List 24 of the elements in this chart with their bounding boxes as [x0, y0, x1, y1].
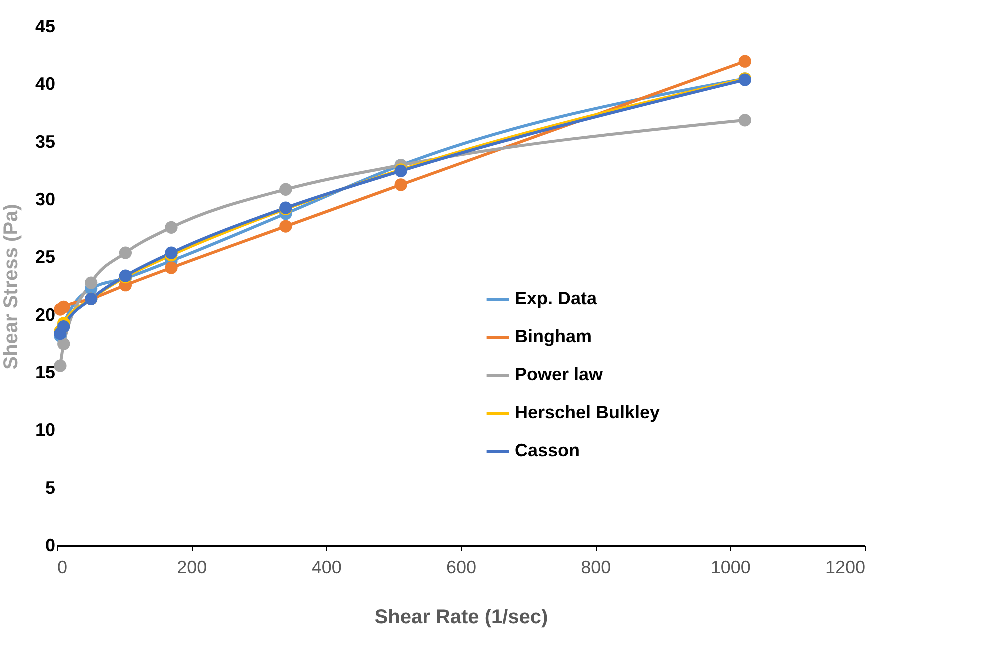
- y-tick-label: 25: [35, 247, 56, 268]
- x-tick-label: 200: [177, 558, 208, 578]
- x-tick-label: 1200: [825, 558, 866, 578]
- legend-label: Herschel Bulkley: [515, 402, 660, 422]
- y-tick-label: 40: [35, 74, 56, 94]
- x-tick-label: 400: [312, 558, 342, 578]
- x-tick-label: 1000: [710, 558, 751, 578]
- y-tick-label: 30: [35, 190, 56, 210]
- y-tick-label: 35: [35, 132, 56, 152]
- legend-label: Casson: [515, 440, 580, 460]
- x-tick-label: 800: [581, 558, 612, 578]
- y-tick-label: 15: [35, 362, 56, 382]
- x-axis-title: Shear Rate (1/sec): [374, 606, 548, 628]
- y-tick-label: 0: [45, 536, 56, 556]
- y-tick-label: 10: [35, 420, 56, 440]
- legend-label: Exp. Data: [515, 288, 598, 308]
- x-tick-label: 0: [58, 558, 68, 578]
- x-tick-label: 600: [446, 558, 477, 578]
- y-tick-label: 45: [35, 16, 56, 36]
- legend-label: Bingham: [515, 326, 592, 346]
- y-axis-title: Shear Stress (Pa): [0, 204, 22, 370]
- y-tick-label: 20: [35, 304, 56, 325]
- legend-label: Power law: [515, 364, 604, 384]
- y-tick-label: 5: [45, 478, 56, 498]
